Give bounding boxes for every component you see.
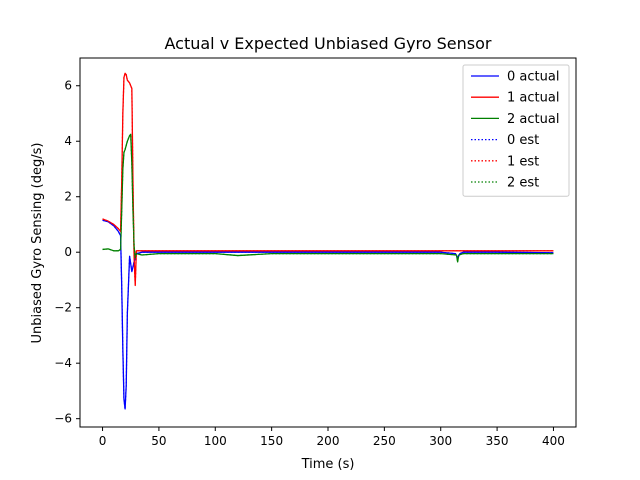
x-axis-ticks: 0 50 100 150 200 250 300 350 400 [99, 427, 565, 448]
x-tick-label: 50 [151, 434, 166, 448]
legend-label: 0 est [507, 133, 539, 148]
y-tick-label: −4 [54, 356, 72, 370]
x-tick-label: 400 [542, 434, 565, 448]
series-line-0-actual [102, 219, 554, 410]
legend-label: 0 actual [507, 70, 559, 85]
y-tick-label: −6 [54, 412, 72, 426]
legend-label: 1 est [507, 154, 539, 169]
y-tick-label: 0 [64, 245, 72, 259]
series-line-0-est [102, 219, 554, 410]
x-tick-label: 350 [486, 434, 509, 448]
x-axis-label: Time (s) [301, 457, 355, 472]
y-tick-label: 2 [64, 190, 72, 204]
legend-label: 2 actual [507, 112, 559, 127]
series-layer [102, 72, 554, 410]
x-tick-label: 0 [99, 434, 107, 448]
y-tick-label: 4 [64, 134, 72, 148]
legend-label: 2 est [507, 176, 539, 191]
legend: 0 actual 1 actual 2 actual 0 est 1 est 2 est [462, 64, 570, 197]
x-tick-label: 250 [373, 434, 396, 448]
y-tick-label: −2 [54, 301, 72, 315]
x-tick-label: 200 [317, 434, 340, 448]
y-tick-label: 6 [64, 79, 72, 93]
chart-title: Actual v Expected Unbiased Gyro Sensor [165, 34, 492, 53]
x-tick-label: 100 [204, 434, 227, 448]
y-axis-label: Unbiased Gyro Sensing (deg/s) [30, 143, 45, 344]
y-axis-ticks: −6 −4 −2 0 2 4 6 [54, 79, 80, 426]
series-line-2-est [102, 133, 554, 263]
legend-label: 1 actual [507, 91, 559, 106]
x-tick-label: 300 [429, 434, 452, 448]
x-tick-label: 150 [260, 434, 283, 448]
